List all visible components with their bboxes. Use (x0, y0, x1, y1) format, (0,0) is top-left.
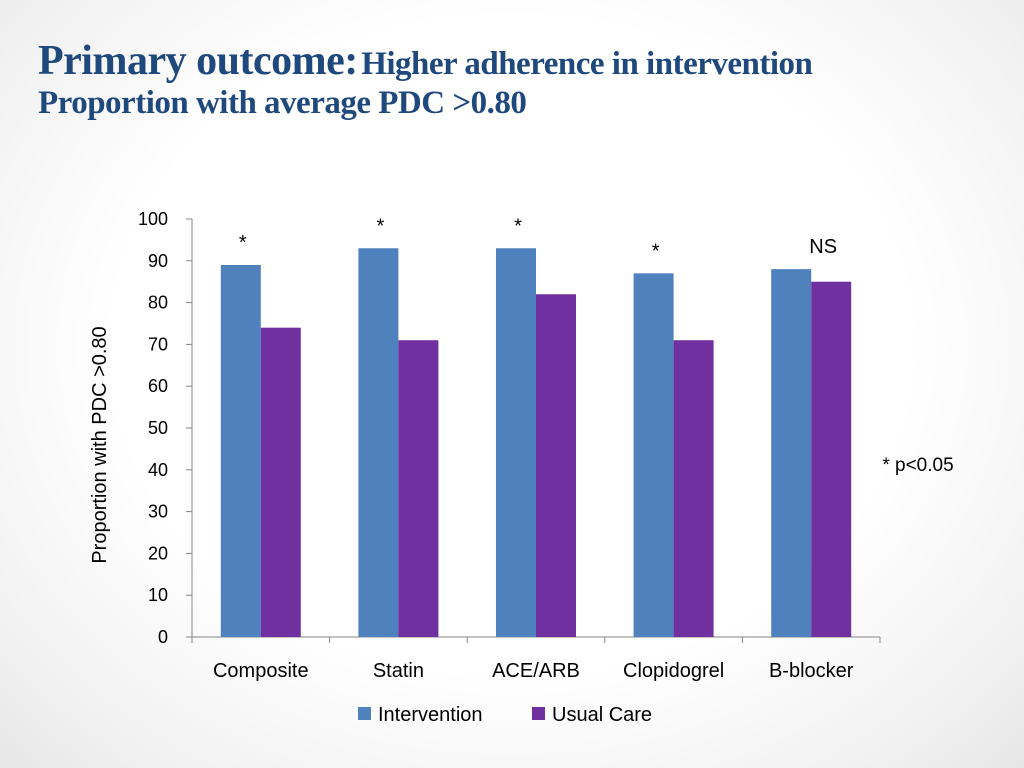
chart-labels: Composite * Statin * ACE/ARB * Clopidogrel * B-b… (89, 215, 954, 682)
bar-usual-care-ace-arb (536, 294, 576, 637)
y-tick-label: 0 (158, 627, 168, 647)
x-tick-label: Statin (373, 660, 424, 682)
y-tick-label: 80 (148, 293, 168, 313)
bar-usual-care-composite (260, 327, 301, 637)
title-subtitle: Higher adherence in intervention (361, 46, 813, 82)
y-tick-label: 50 (148, 418, 168, 438)
bar-intervention-clopidogrel (633, 273, 674, 637)
significance-marker: * (514, 215, 522, 237)
bar-usual-care-statin (398, 340, 439, 637)
x-tick-label: Composite (213, 660, 309, 682)
legend-swatch (358, 707, 371, 720)
legend-label: Usual Care (552, 704, 652, 726)
significance-marker: * (239, 232, 247, 254)
y-tick-label: 10 (148, 585, 168, 605)
significance-marker: * (377, 215, 385, 237)
y-tick-label: 90 (148, 251, 168, 271)
x-tick-label: B-blocker (769, 660, 854, 682)
x-tick-label: Clopidogrel (623, 660, 724, 682)
bar-intervention-b-blocker (771, 269, 812, 637)
y-axis-title: Proportion with PDC >0.80 (89, 326, 111, 563)
x-tick-label: ACE/ARB (492, 660, 580, 682)
bar-intervention-composite (220, 264, 261, 637)
significance-marker: * (652, 240, 660, 262)
y-tick-label: 70 (148, 334, 168, 354)
y-tick-label: 100 (138, 209, 168, 229)
bar-intervention-statin (358, 248, 399, 637)
chart-bars (220, 248, 852, 637)
pvalue-annotation: * p<0.05 (882, 455, 953, 476)
slide-title: Primary outcome: Higher adherence in int… (38, 38, 998, 122)
legend-swatch (532, 707, 545, 720)
bar-intervention-ace-arb (496, 248, 536, 637)
significance-marker: NS (809, 236, 837, 258)
legend-label: Intervention (378, 704, 483, 726)
y-tick-label: 40 (148, 460, 168, 480)
chart-legend: Intervention Usual Care (358, 704, 652, 726)
title-main: Primary outcome: (38, 38, 358, 84)
title-line2: Proportion with average PDC >0.80 (38, 85, 527, 122)
y-tick-label: 60 (148, 376, 168, 396)
bar-usual-care-clopidogrel (673, 340, 714, 637)
y-tick-label: 30 (148, 502, 168, 522)
bar-usual-care-b-blocker (811, 281, 852, 637)
y-tick-label: 20 (148, 543, 168, 563)
chart-axes: 0 10 20 30 40 50 60 70 80 90 100 (138, 209, 881, 647)
